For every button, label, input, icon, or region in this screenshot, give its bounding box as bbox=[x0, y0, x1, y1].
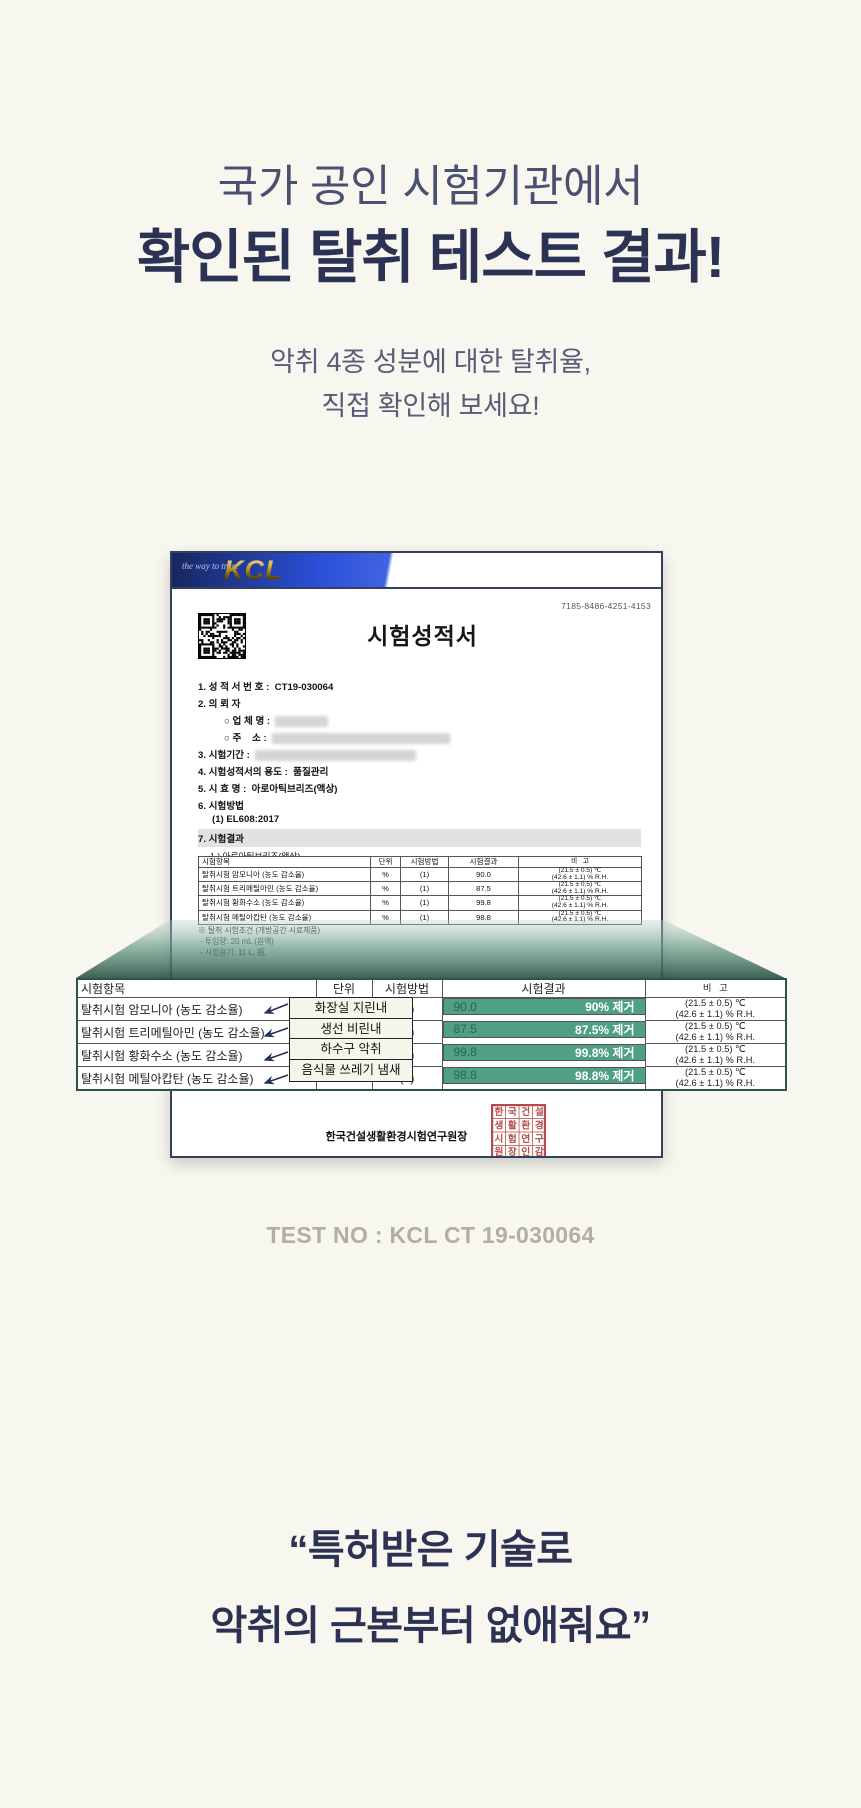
svg-text:건: 건 bbox=[521, 1106, 530, 1118]
svg-text:연: 연 bbox=[521, 1134, 530, 1145]
svg-text:활: 활 bbox=[508, 1119, 517, 1131]
svg-text:설: 설 bbox=[535, 1106, 544, 1118]
svg-text:구: 구 bbox=[535, 1134, 544, 1145]
svg-text:험: 험 bbox=[508, 1133, 517, 1145]
svg-text:인: 인 bbox=[521, 1147, 530, 1158]
svg-text:생: 생 bbox=[494, 1119, 503, 1131]
svg-text:원: 원 bbox=[494, 1146, 503, 1158]
svg-text:한: 한 bbox=[494, 1106, 503, 1118]
svg-text:감: 감 bbox=[535, 1146, 544, 1158]
svg-text:시: 시 bbox=[494, 1134, 503, 1145]
svg-text:경: 경 bbox=[535, 1119, 544, 1131]
svg-text:환: 환 bbox=[521, 1119, 530, 1131]
svg-text:장: 장 bbox=[508, 1146, 517, 1158]
svg-text:국: 국 bbox=[508, 1107, 517, 1118]
